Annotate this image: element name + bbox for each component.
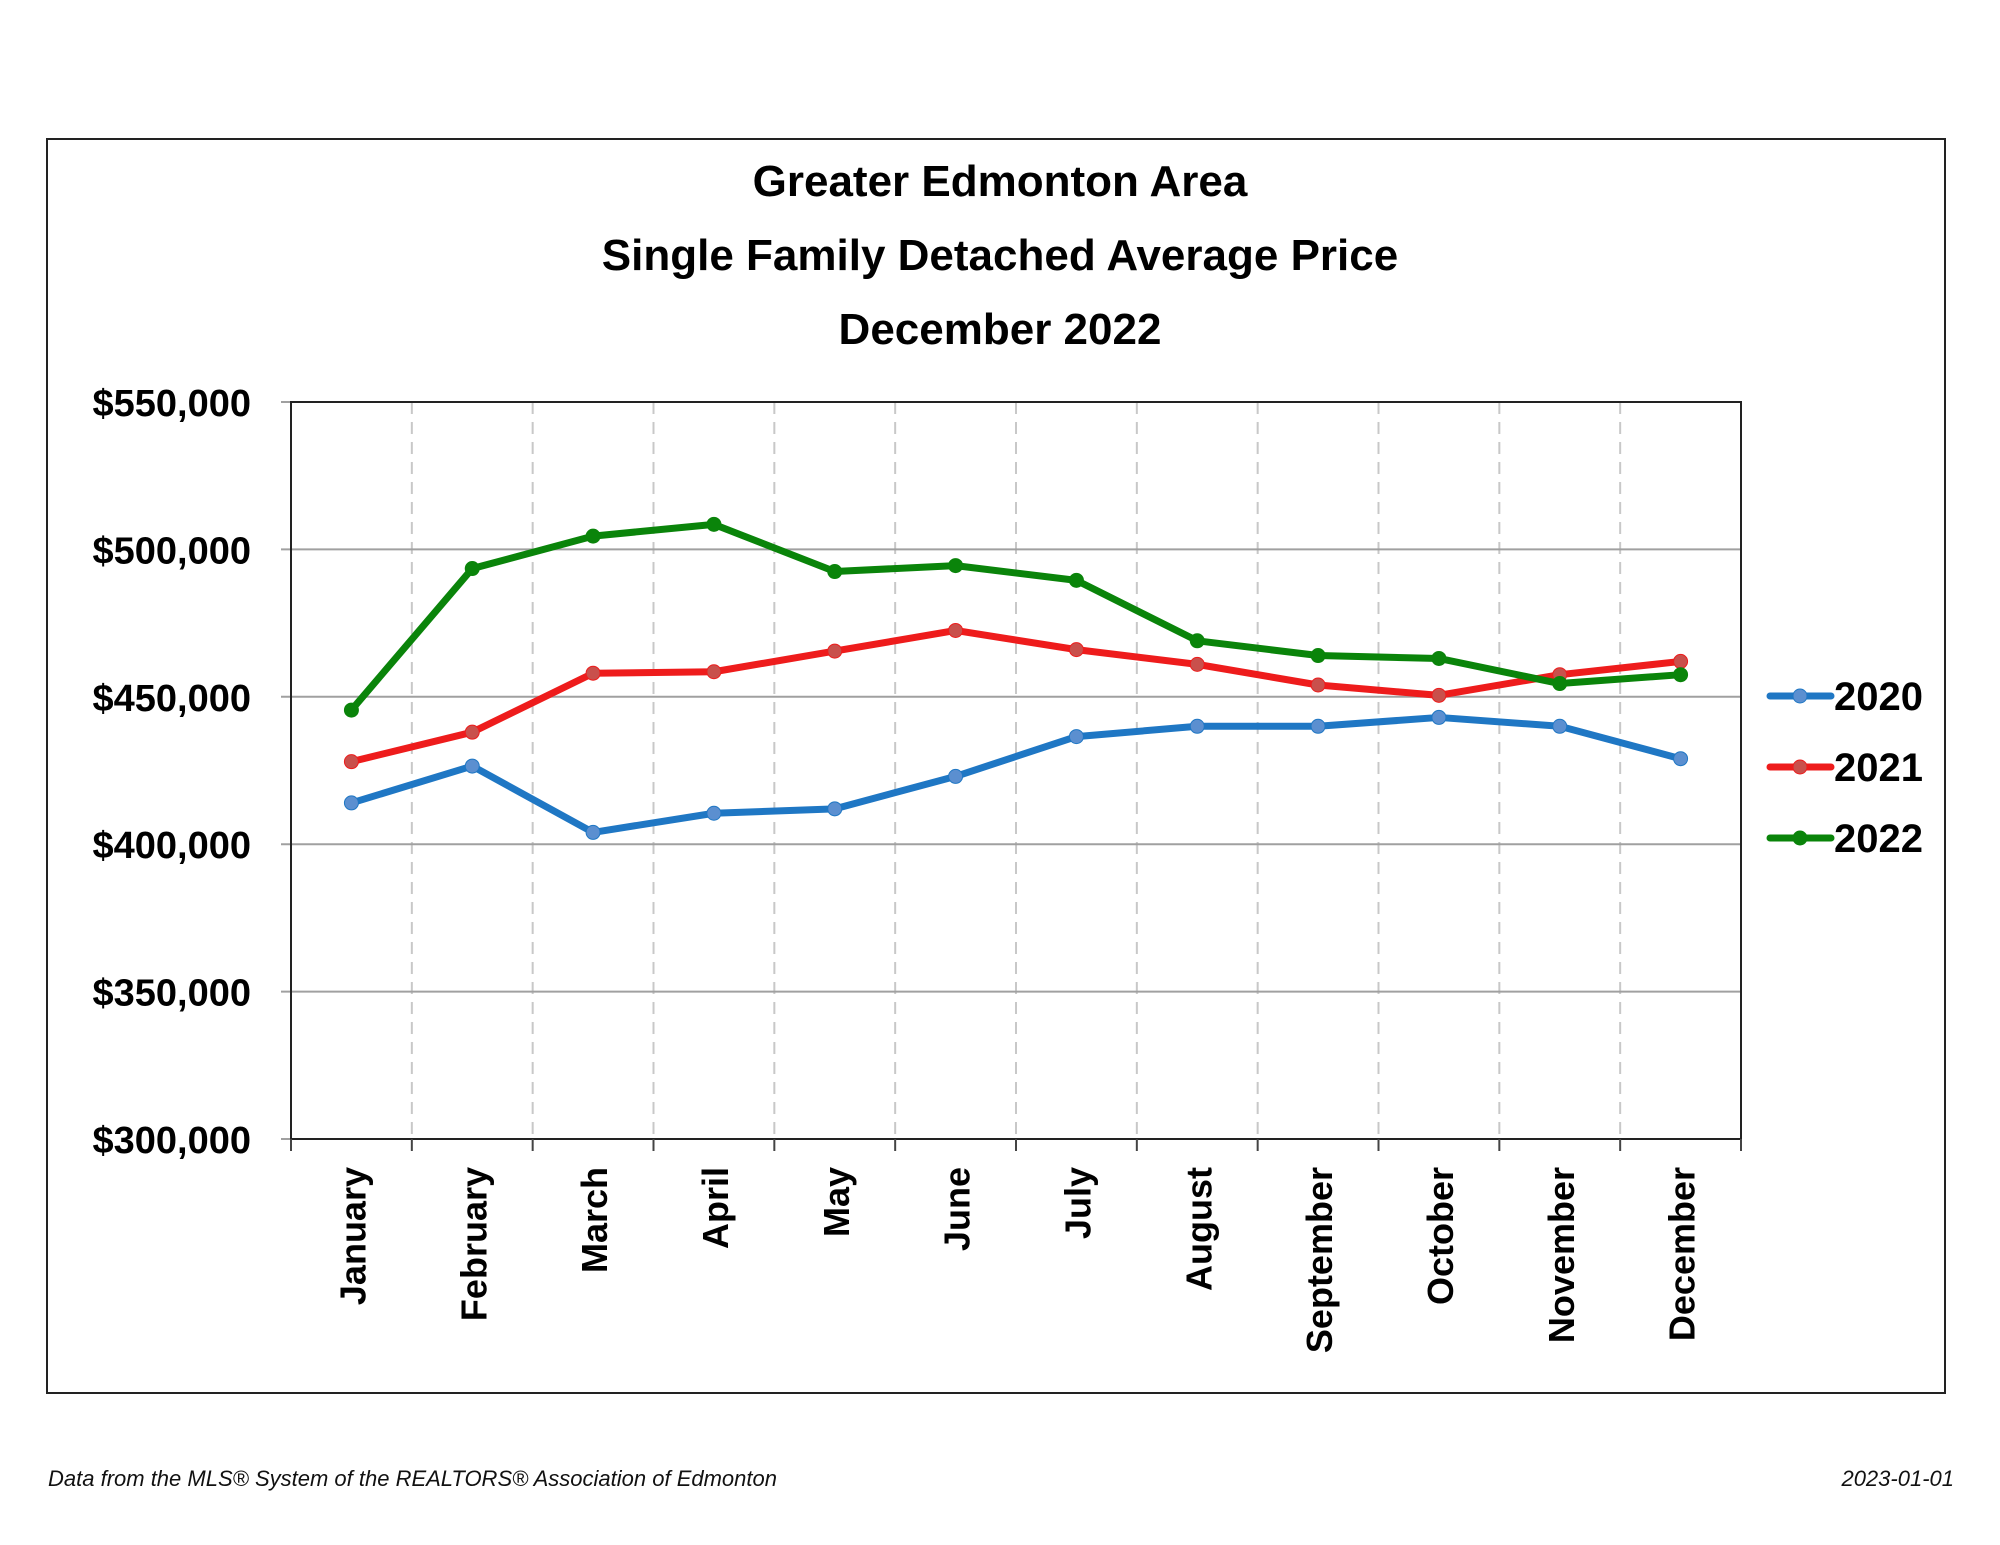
data-point-2020 bbox=[343, 795, 359, 811]
data-point-2020 bbox=[827, 801, 843, 817]
data-point-2022 bbox=[464, 561, 480, 577]
x-tick-label: May bbox=[816, 1167, 857, 1237]
data-point-2021 bbox=[585, 665, 601, 681]
x-tick-label: October bbox=[1420, 1167, 1461, 1305]
y-tick-label: $550,000 bbox=[93, 383, 252, 425]
data-point-2022 bbox=[343, 702, 359, 718]
data-point-2020 bbox=[1431, 709, 1447, 725]
x-tick-label: August bbox=[1178, 1167, 1219, 1291]
legend-marker-2022 bbox=[1792, 830, 1808, 846]
legend-label: 2021 bbox=[1834, 746, 1923, 790]
footer-source: Data from the MLS® System of the REALTOR… bbox=[48, 1466, 777, 1491]
series-line-2020 bbox=[347, 713, 1685, 836]
footer-date: 2023-01-01 bbox=[1841, 1466, 1954, 1491]
y-tick-label: $300,000 bbox=[93, 1120, 252, 1162]
data-point-2022 bbox=[1552, 676, 1568, 692]
series-line-2021 bbox=[347, 626, 1685, 766]
data-point-2020 bbox=[1673, 751, 1689, 767]
x-tick-label: January bbox=[332, 1167, 373, 1305]
chart-title-line: Greater Edmonton Area bbox=[753, 157, 1248, 206]
y-tick-label: $350,000 bbox=[93, 973, 252, 1015]
data-point-2021 bbox=[1310, 677, 1326, 693]
data-point-2022 bbox=[1431, 650, 1447, 666]
x-tick-label: November bbox=[1541, 1167, 1582, 1343]
data-point-2021 bbox=[1189, 656, 1205, 672]
x-tick-label: December bbox=[1662, 1167, 1703, 1341]
data-point-2022 bbox=[706, 516, 722, 532]
data-point-2020 bbox=[948, 768, 964, 784]
legend-marker-2020 bbox=[1792, 688, 1808, 704]
chart-frame: Greater Edmonton Area Single Family Detac… bbox=[46, 138, 1946, 1394]
data-point-2020 bbox=[585, 824, 601, 840]
data-point-2021 bbox=[464, 724, 480, 740]
y-tick-label: $500,000 bbox=[93, 530, 252, 572]
data-point-2020 bbox=[1189, 718, 1205, 734]
data-point-2020 bbox=[1068, 729, 1084, 745]
x-tick-label: February bbox=[453, 1167, 494, 1321]
data-point-2020 bbox=[706, 805, 722, 821]
data-point-2022 bbox=[585, 528, 601, 544]
series-line-2022 bbox=[347, 520, 1685, 714]
x-tick-label: April bbox=[695, 1167, 736, 1249]
data-point-2021 bbox=[343, 754, 359, 770]
data-point-2021 bbox=[1431, 687, 1447, 703]
y-tick-label: $450,000 bbox=[93, 678, 252, 720]
x-tick-label: July bbox=[1057, 1167, 1098, 1239]
y-tick-label: $400,000 bbox=[93, 825, 252, 867]
legend-label: 2022 bbox=[1834, 817, 1923, 861]
x-tick-label: September bbox=[1299, 1167, 1340, 1353]
x-tick-label: June bbox=[937, 1167, 978, 1251]
data-point-2022 bbox=[1189, 633, 1205, 649]
data-point-2022 bbox=[1673, 667, 1689, 683]
data-point-2021 bbox=[1068, 642, 1084, 658]
data-point-2020 bbox=[1552, 718, 1568, 734]
legend-marker-2021 bbox=[1792, 759, 1808, 775]
x-tick-label: March bbox=[574, 1167, 615, 1273]
data-point-2022 bbox=[1310, 648, 1326, 664]
data-point-2022 bbox=[948, 558, 964, 574]
chart-title-line: December 2022 bbox=[839, 305, 1162, 354]
data-point-2021 bbox=[948, 622, 964, 638]
chart-svg: Greater Edmonton Area Single Family Detac… bbox=[93, 157, 1923, 1353]
legend-label: 2020 bbox=[1834, 675, 1923, 719]
data-point-2021 bbox=[706, 664, 722, 680]
chart-title-line: Single Family Detached Average Price bbox=[602, 231, 1398, 280]
data-point-2020 bbox=[464, 758, 480, 774]
data-point-2020 bbox=[1310, 718, 1326, 734]
data-point-2021 bbox=[1673, 653, 1689, 669]
data-point-2022 bbox=[1068, 572, 1084, 588]
data-point-2021 bbox=[827, 643, 843, 659]
data-point-2022 bbox=[827, 564, 843, 580]
